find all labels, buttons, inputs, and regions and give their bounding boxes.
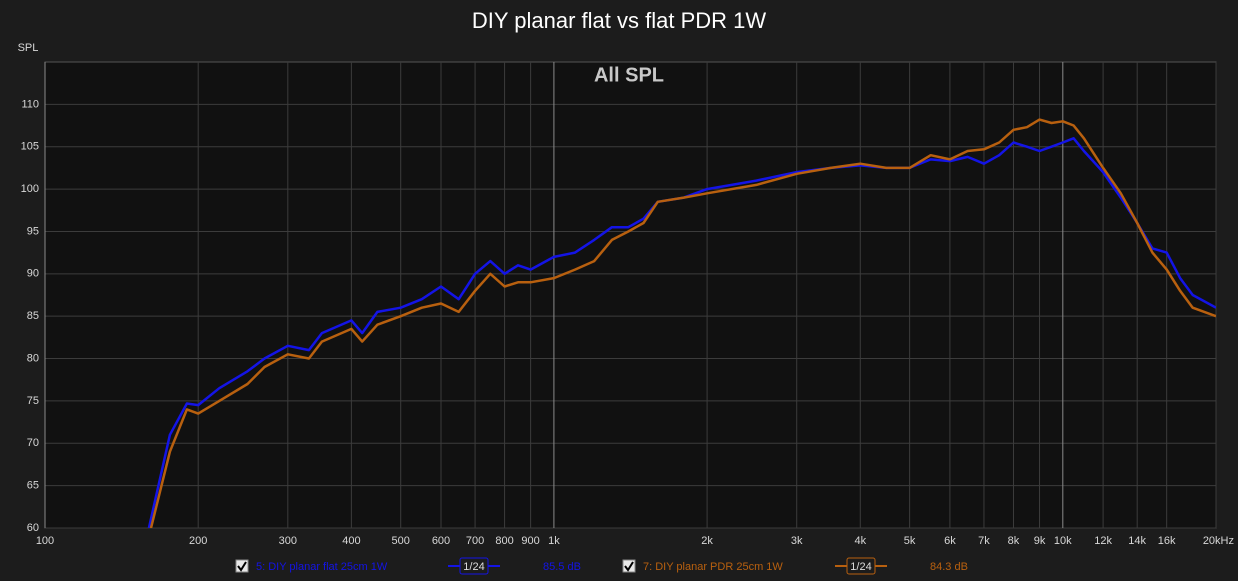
legend-label: 7: DIY planar PDR 25cm 1W [643,561,783,573]
checkmark [237,561,247,572]
x-tick-label: 1k [548,535,560,547]
x-tick-label: 600 [432,535,450,547]
smoothing-box[interactable] [846,557,876,575]
smoothing-box[interactable] [459,557,489,575]
x-tick-label: 7k [978,535,990,547]
x-tick-label: 400 [342,535,360,547]
x-tick-label: 800 [495,535,513,547]
x-tick-label: 5k [904,535,916,547]
x-tick-label: 4k [854,535,866,547]
y-tick-label: 65 [27,480,39,492]
legend-label: 5: DIY planar flat 25cm 1W [256,561,388,573]
y-tick-label: 85 [27,310,39,322]
x-tick-label: 900 [521,535,539,547]
chart-title: DIY planar flat vs flat PDR 1W [472,8,766,33]
x-tick-label: 9k [1034,535,1046,547]
plot-area [44,61,1217,529]
legend-level: 85.5 dB [543,561,581,573]
x-tick-label: 10k [1054,535,1072,547]
y-tick-label: 60 [27,522,39,534]
x-tick-label: 2k [701,535,713,547]
y-tick-label: 100 [21,183,39,195]
x-tick-label: 3k [791,535,803,547]
y-tick-label: 75 [27,395,39,407]
checkmark [624,561,634,572]
x-tick-label: 700 [466,535,484,547]
x-tick-label: 300 [279,535,297,547]
legend-level: 84.3 dB [930,561,968,573]
series-line [149,118,1216,528]
y-tick-label: 80 [27,352,39,364]
x-tick-label: 14k [1128,535,1146,547]
x-tick-label: 20kHz [1203,535,1234,547]
annotation: All SPL [594,64,664,86]
x-tick-label: 12k [1094,535,1112,547]
y-tick-label: 90 [27,268,39,280]
x-tick-label: 8k [1008,535,1020,547]
x-tick-label: 100 [36,535,54,547]
y-tick-label: 110 [21,98,39,110]
y-axis-label: SPL [18,42,39,54]
y-tick-label: 95 [27,225,39,237]
x-tick-label: 200 [189,535,207,547]
x-tick-label: 500 [392,535,410,547]
x-tick-label: 16k [1158,535,1176,547]
x-tick-label: 6k [944,535,956,547]
y-tick-label: 105 [21,141,39,153]
smoothing-label: 1/24 [463,561,484,573]
y-tick-label: 70 [27,437,39,449]
legend: 5: DIY planar flat 25cm 1W 1/24 85.5 dB 7: … [235,557,968,575]
smoothing-label: 1/24 [850,561,871,573]
